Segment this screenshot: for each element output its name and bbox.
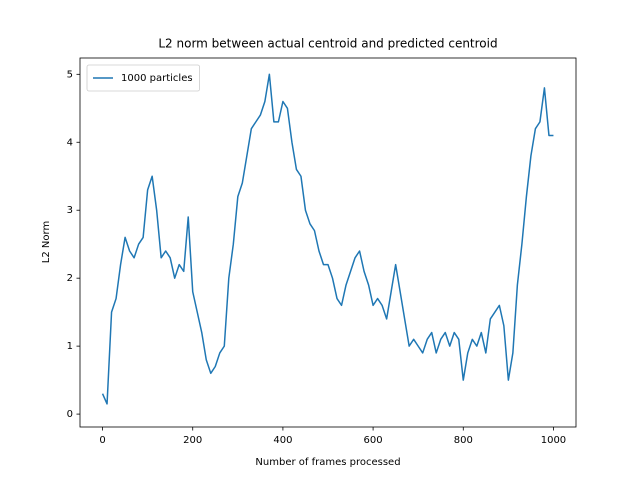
y-tick-label: 1 bbox=[67, 341, 73, 352]
y-tick-label: 0 bbox=[67, 409, 73, 420]
x-tick-label: 800 bbox=[454, 435, 473, 446]
chart-title: L2 norm between actual centroid and pred… bbox=[158, 37, 497, 51]
y-tick-label: 3 bbox=[67, 205, 73, 216]
legend: 1000 particles bbox=[86, 64, 200, 92]
y-tick-label: 2 bbox=[67, 273, 73, 284]
x-tick-label: 1000 bbox=[541, 435, 566, 446]
legend-box bbox=[86, 64, 200, 92]
x-tick-label: 400 bbox=[273, 435, 292, 446]
x-tick-label: 200 bbox=[183, 435, 202, 446]
x-tick-label: 600 bbox=[364, 435, 383, 446]
data-line bbox=[101, 73, 554, 405]
y-tick-label: 5 bbox=[67, 69, 73, 80]
x-axis-label: Number of frames processed bbox=[255, 457, 400, 468]
y-axis-label: L2 Norm bbox=[41, 221, 52, 263]
legend-label: 1000 particles bbox=[121, 73, 193, 84]
plot-frame bbox=[79, 57, 577, 428]
y-tick-label: 4 bbox=[67, 137, 73, 148]
x-tick-label: 0 bbox=[99, 435, 105, 446]
